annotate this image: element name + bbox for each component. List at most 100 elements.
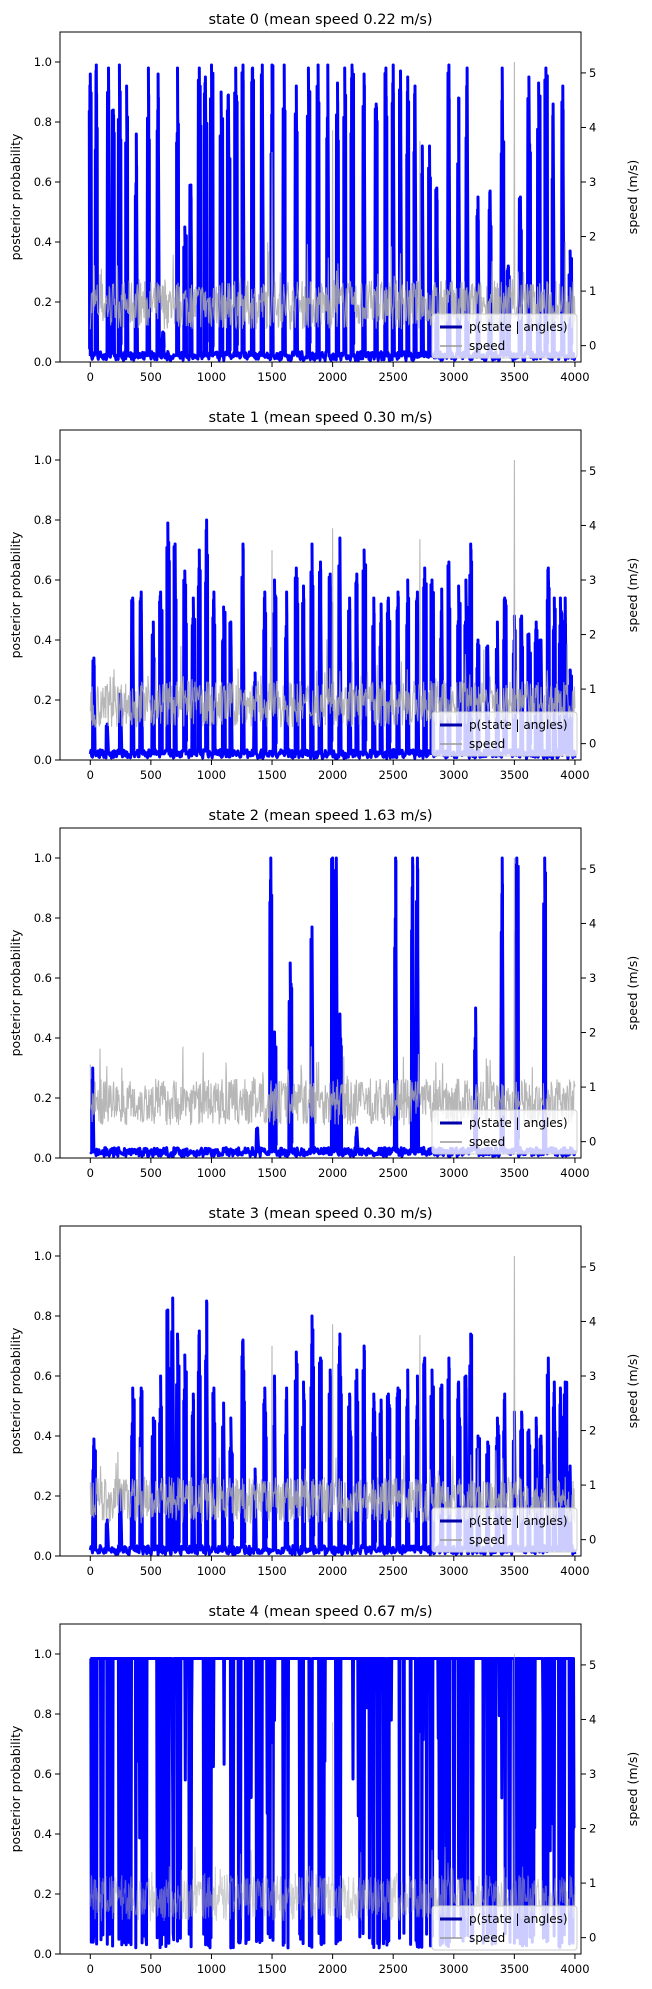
legend: p(state | angles) speed (431, 1109, 578, 1155)
x-tick-label: 1500 (257, 768, 286, 782)
y-tick-label: 0.8 (34, 1707, 52, 1721)
y-tick-label: 1.0 (34, 1647, 52, 1661)
y2-tick-label: 2 (589, 230, 596, 244)
x-tick-label: 1000 (197, 1962, 226, 1976)
y-tick-label: 0.2 (34, 295, 52, 309)
x-tick-label: 1000 (197, 768, 226, 782)
axes-frame (59, 31, 582, 363)
y-axis-label: posterior probability (8, 531, 23, 658)
x-tick-label: 1500 (257, 370, 286, 384)
x-tick-label: 2500 (379, 1962, 408, 1976)
x-tick-label: 2500 (379, 1166, 408, 1180)
x-tick-label: 2000 (318, 370, 347, 384)
x-tick-label: 3500 (500, 1564, 529, 1578)
x-tick-label: 3000 (439, 1166, 468, 1180)
legend-box (431, 1905, 578, 1951)
y-tick-label: 0.0 (34, 1549, 52, 1563)
y2-tick-label: 2 (589, 1424, 596, 1438)
y2-tick-label: 4 (589, 1712, 596, 1726)
x-tick-label: 3500 (500, 1166, 529, 1180)
x-tick-label: 1000 (197, 1166, 226, 1180)
y2-tick-label: 4 (589, 916, 596, 930)
x-tick-label: 500 (140, 1564, 162, 1578)
legend-label-speed: speed (469, 1931, 505, 1945)
legend-box (431, 1507, 578, 1553)
y-tick-label: 0.4 (34, 633, 52, 647)
y2-tick-label: 3 (589, 971, 596, 985)
x-tick-label: 2000 (318, 768, 347, 782)
y2-tick-label: 0 (589, 1931, 596, 1945)
chart-title: state 1 (mean speed 0.30 m/s) (208, 410, 432, 426)
legend-box (431, 711, 578, 757)
y2-tick-label: 5 (589, 1260, 596, 1274)
y2-tick-label: 0 (589, 737, 596, 751)
y-tick-label: 0.8 (34, 1309, 52, 1323)
y-tick-label: 0.6 (34, 1369, 52, 1383)
x-tick-label: 4000 (560, 1962, 589, 1976)
y-tick-label: 0.2 (34, 693, 52, 707)
x-tick-label: 3000 (439, 370, 468, 384)
y-tick-label: 0.6 (34, 971, 52, 985)
chart-title: state 2 (mean speed 1.63 m/s) (208, 808, 432, 824)
x-tick-label: 1500 (257, 1962, 286, 1976)
y-tick-label: 0.0 (34, 1947, 52, 1961)
y-tick-label: 0.8 (34, 911, 52, 925)
y-tick-label: 1.0 (34, 453, 52, 467)
x-tick-label: 2000 (318, 1962, 347, 1976)
y-tick-label: 0.4 (34, 1827, 52, 1841)
x-tick-label: 1500 (257, 1564, 286, 1578)
chart-panel-2: 0 500 1000 1500 2000 2500 3000 3500 4000 0.0 0.2 0.… (8, 808, 640, 1180)
y2-tick-label: 3 (589, 1369, 596, 1383)
y2-tick-label: 5 (589, 862, 596, 876)
chart-title: state 0 (mean speed 0.22 m/s) (208, 12, 432, 28)
x-tick-label: 2000 (318, 1166, 347, 1180)
y2-tick-label: 1 (589, 1478, 596, 1492)
y2-tick-label: 1 (589, 1080, 596, 1094)
legend: p(state | angles) speed (431, 711, 578, 757)
y-axis-label: posterior probability (8, 1725, 23, 1852)
y-tick-label: 0.6 (34, 175, 52, 189)
x-tick-label: 500 (140, 768, 162, 782)
y-tick-label: 0.6 (34, 573, 52, 587)
x-tick-label: 0 (87, 370, 94, 384)
legend: p(state | angles) speed (431, 1905, 578, 1951)
y2-tick-label: 4 (589, 120, 596, 134)
y-tick-label: 0.2 (34, 1091, 52, 1105)
chart-title: state 4 (mean speed 0.67 m/s) (208, 1604, 432, 1620)
y-tick-label: 0.4 (34, 235, 52, 249)
chart-panel-4: 0 500 1000 1500 2000 2500 3000 3500 4000 0.0 0.2 0.… (8, 1604, 640, 1976)
y2-tick-label: 5 (589, 464, 596, 478)
x-tick-label: 3500 (500, 370, 529, 384)
y2-tick-label: 0 (589, 1533, 596, 1547)
x-tick-label: 4000 (560, 768, 589, 782)
legend: p(state | angles) speed (431, 313, 578, 359)
x-tick-label: 500 (140, 370, 162, 384)
axes-frame (59, 429, 582, 761)
plot-area (87, 61, 577, 362)
y-tick-label: 1.0 (34, 1249, 52, 1263)
x-tick-label: 2500 (379, 1564, 408, 1578)
x-tick-label: 3500 (500, 768, 529, 782)
chart-panel-0: 0 500 1000 1500 2000 2500 3000 3500 4000 0.0 0.2 0.… (8, 12, 640, 384)
y2-axis-label: speed (m/s) (625, 956, 640, 1030)
probability-line (89, 1657, 576, 1950)
y2-tick-label: 3 (589, 1767, 596, 1781)
y2-tick-label: 4 (589, 518, 596, 532)
chart-title: state 3 (mean speed 0.30 m/s) (208, 1206, 432, 1222)
legend-label-speed: speed (469, 737, 505, 751)
y-axis-label: posterior probability (8, 133, 23, 260)
y-tick-label: 0.8 (34, 513, 52, 527)
speed-line (89, 459, 576, 728)
legend-label-probability: p(state | angles) (469, 1116, 568, 1130)
chart-panel-1: 0 500 1000 1500 2000 2500 3000 3500 4000 0.0 0.2 0.… (8, 410, 640, 782)
x-tick-label: 0 (87, 1962, 94, 1976)
axes-frame (59, 1623, 582, 1955)
x-tick-label: 3000 (439, 1962, 468, 1976)
x-tick-label: 1000 (197, 370, 226, 384)
y-tick-label: 0.0 (34, 1151, 52, 1165)
y2-tick-label: 3 (589, 573, 596, 587)
y2-tick-label: 3 (589, 175, 596, 189)
y-axis-label: posterior probability (8, 1327, 23, 1454)
speed-line (89, 1653, 576, 1922)
